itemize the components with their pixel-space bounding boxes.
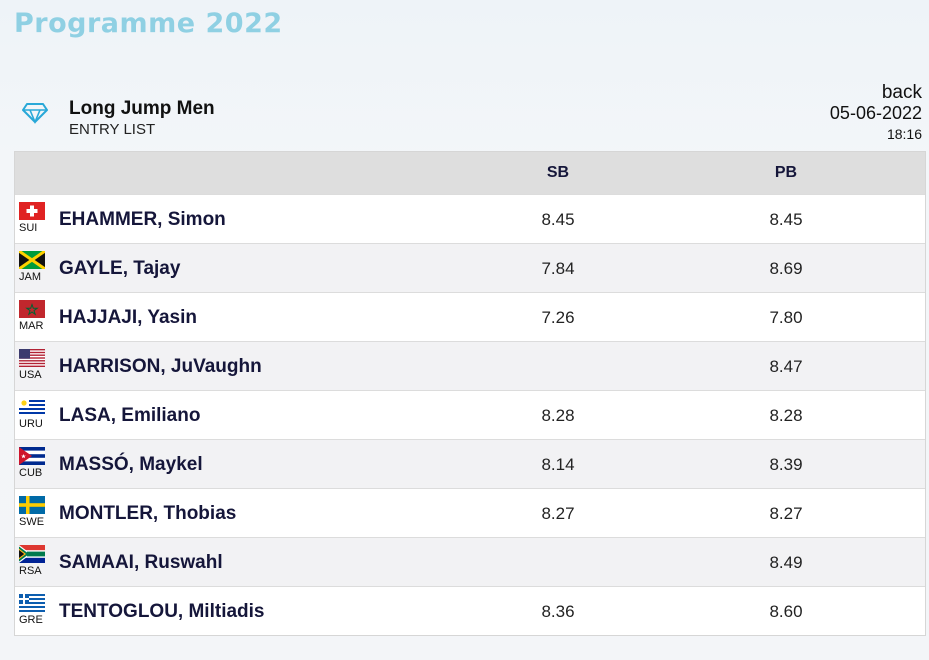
jamaica-flag-icon [19,251,45,269]
sb-value: 8.28 [541,406,575,425]
event-subtitle: ENTRY LIST [69,121,156,138]
country-code: MAR [19,320,44,332]
event-time: 18:16 [886,126,922,142]
athlete-name[interactable]: GAYLE, Tajay [59,258,181,279]
greece-flag-icon [19,594,45,612]
country-code: SUI [19,222,38,234]
pb-value: 8.60 [769,602,803,621]
table-row[interactable]: CUB MASSÓ, Maykel 8.14 8.39 [15,439,925,488]
sb-value: 8.45 [541,210,575,229]
athlete-name[interactable]: MONTLER, Thobias [59,503,237,524]
sb-value: 7.84 [541,259,575,278]
country-code: USA [19,369,42,381]
table-row[interactable]: URU LASA, Emiliano 8.28 8.28 [15,390,925,439]
south-africa-flag-icon [19,545,45,563]
table-row[interactable]: USA HARRISON, JuVaughn 8.47 [15,341,925,390]
table-row[interactable]: SWE MONTLER, Thobias 8.27 8.27 [15,488,925,537]
table-row[interactable]: RSA SAMAAI, Ruswahl 8.49 [15,537,925,586]
country-code: URU [19,418,43,430]
country-code: CUB [19,467,43,479]
table-row[interactable]: SUI EHAMMER, Simon 8.45 8.45 [15,194,925,243]
event-name: Long Jump Men [69,98,215,119]
country-code: GRE [19,614,43,626]
sb-value: 8.27 [541,504,575,523]
table-row[interactable]: GRE TENTOGLOU, Miltiadis 8.36 8.60 [15,586,925,635]
pb-value: 8.45 [769,210,803,229]
pb-value: 8.69 [769,259,803,278]
athlete-name[interactable]: HAJJAJI, Yasin [59,307,198,328]
uruguay-flag-icon [19,398,45,416]
pb-value: 8.49 [769,553,803,572]
table-row[interactable]: MAR HAJJAJI, Yasin 7.26 7.80 [15,292,925,341]
country-code: RSA [19,565,42,577]
athlete-name[interactable]: LASA, Emiliano [59,405,201,426]
athlete-name[interactable]: EHAMMER, Simon [59,209,226,230]
morocco-flag-icon [19,300,45,318]
entry-list-table: SB PB SUI EHAMMER, Simon 8.45 8.45 JAM G… [14,151,926,636]
pb-value: 7.80 [769,308,803,327]
diamond-icon [22,102,48,125]
sweden-flag-icon [19,496,45,514]
column-header-sb: SB [546,164,570,181]
table-row[interactable]: JAM GAYLE, Tajay 7.84 8.69 [15,243,925,292]
country-code: JAM [19,271,41,283]
sb-value: 8.14 [541,455,575,474]
page-title: Programme 2022 [14,8,283,39]
pb-value: 8.28 [769,406,803,425]
athlete-name[interactable]: SAMAAI, Ruswahl [59,552,223,573]
event-header: Long Jump Men ENTRY LIST back 05-06-2022… [14,82,926,142]
pb-value: 8.27 [769,504,803,523]
switzerland-flag-icon [19,202,45,220]
back-link[interactable]: back [881,82,922,103]
athlete-name[interactable]: MASSÓ, Maykel [59,454,203,475]
athlete-name[interactable]: TENTOGLOU, Miltiadis [59,601,265,622]
cuba-flag-icon [19,447,45,465]
pb-value: 8.39 [769,455,803,474]
pb-value: 8.47 [769,357,803,376]
table-header: SB PB [15,152,925,194]
athlete-name[interactable]: HARRISON, JuVaughn [59,356,262,377]
column-header-pb: PB [774,164,798,181]
event-date: 05-06-2022 [829,103,922,123]
country-code: SWE [19,516,45,528]
sb-value: 7.26 [541,308,575,327]
sb-value: 8.36 [541,602,575,621]
usa-flag-icon [19,349,45,367]
